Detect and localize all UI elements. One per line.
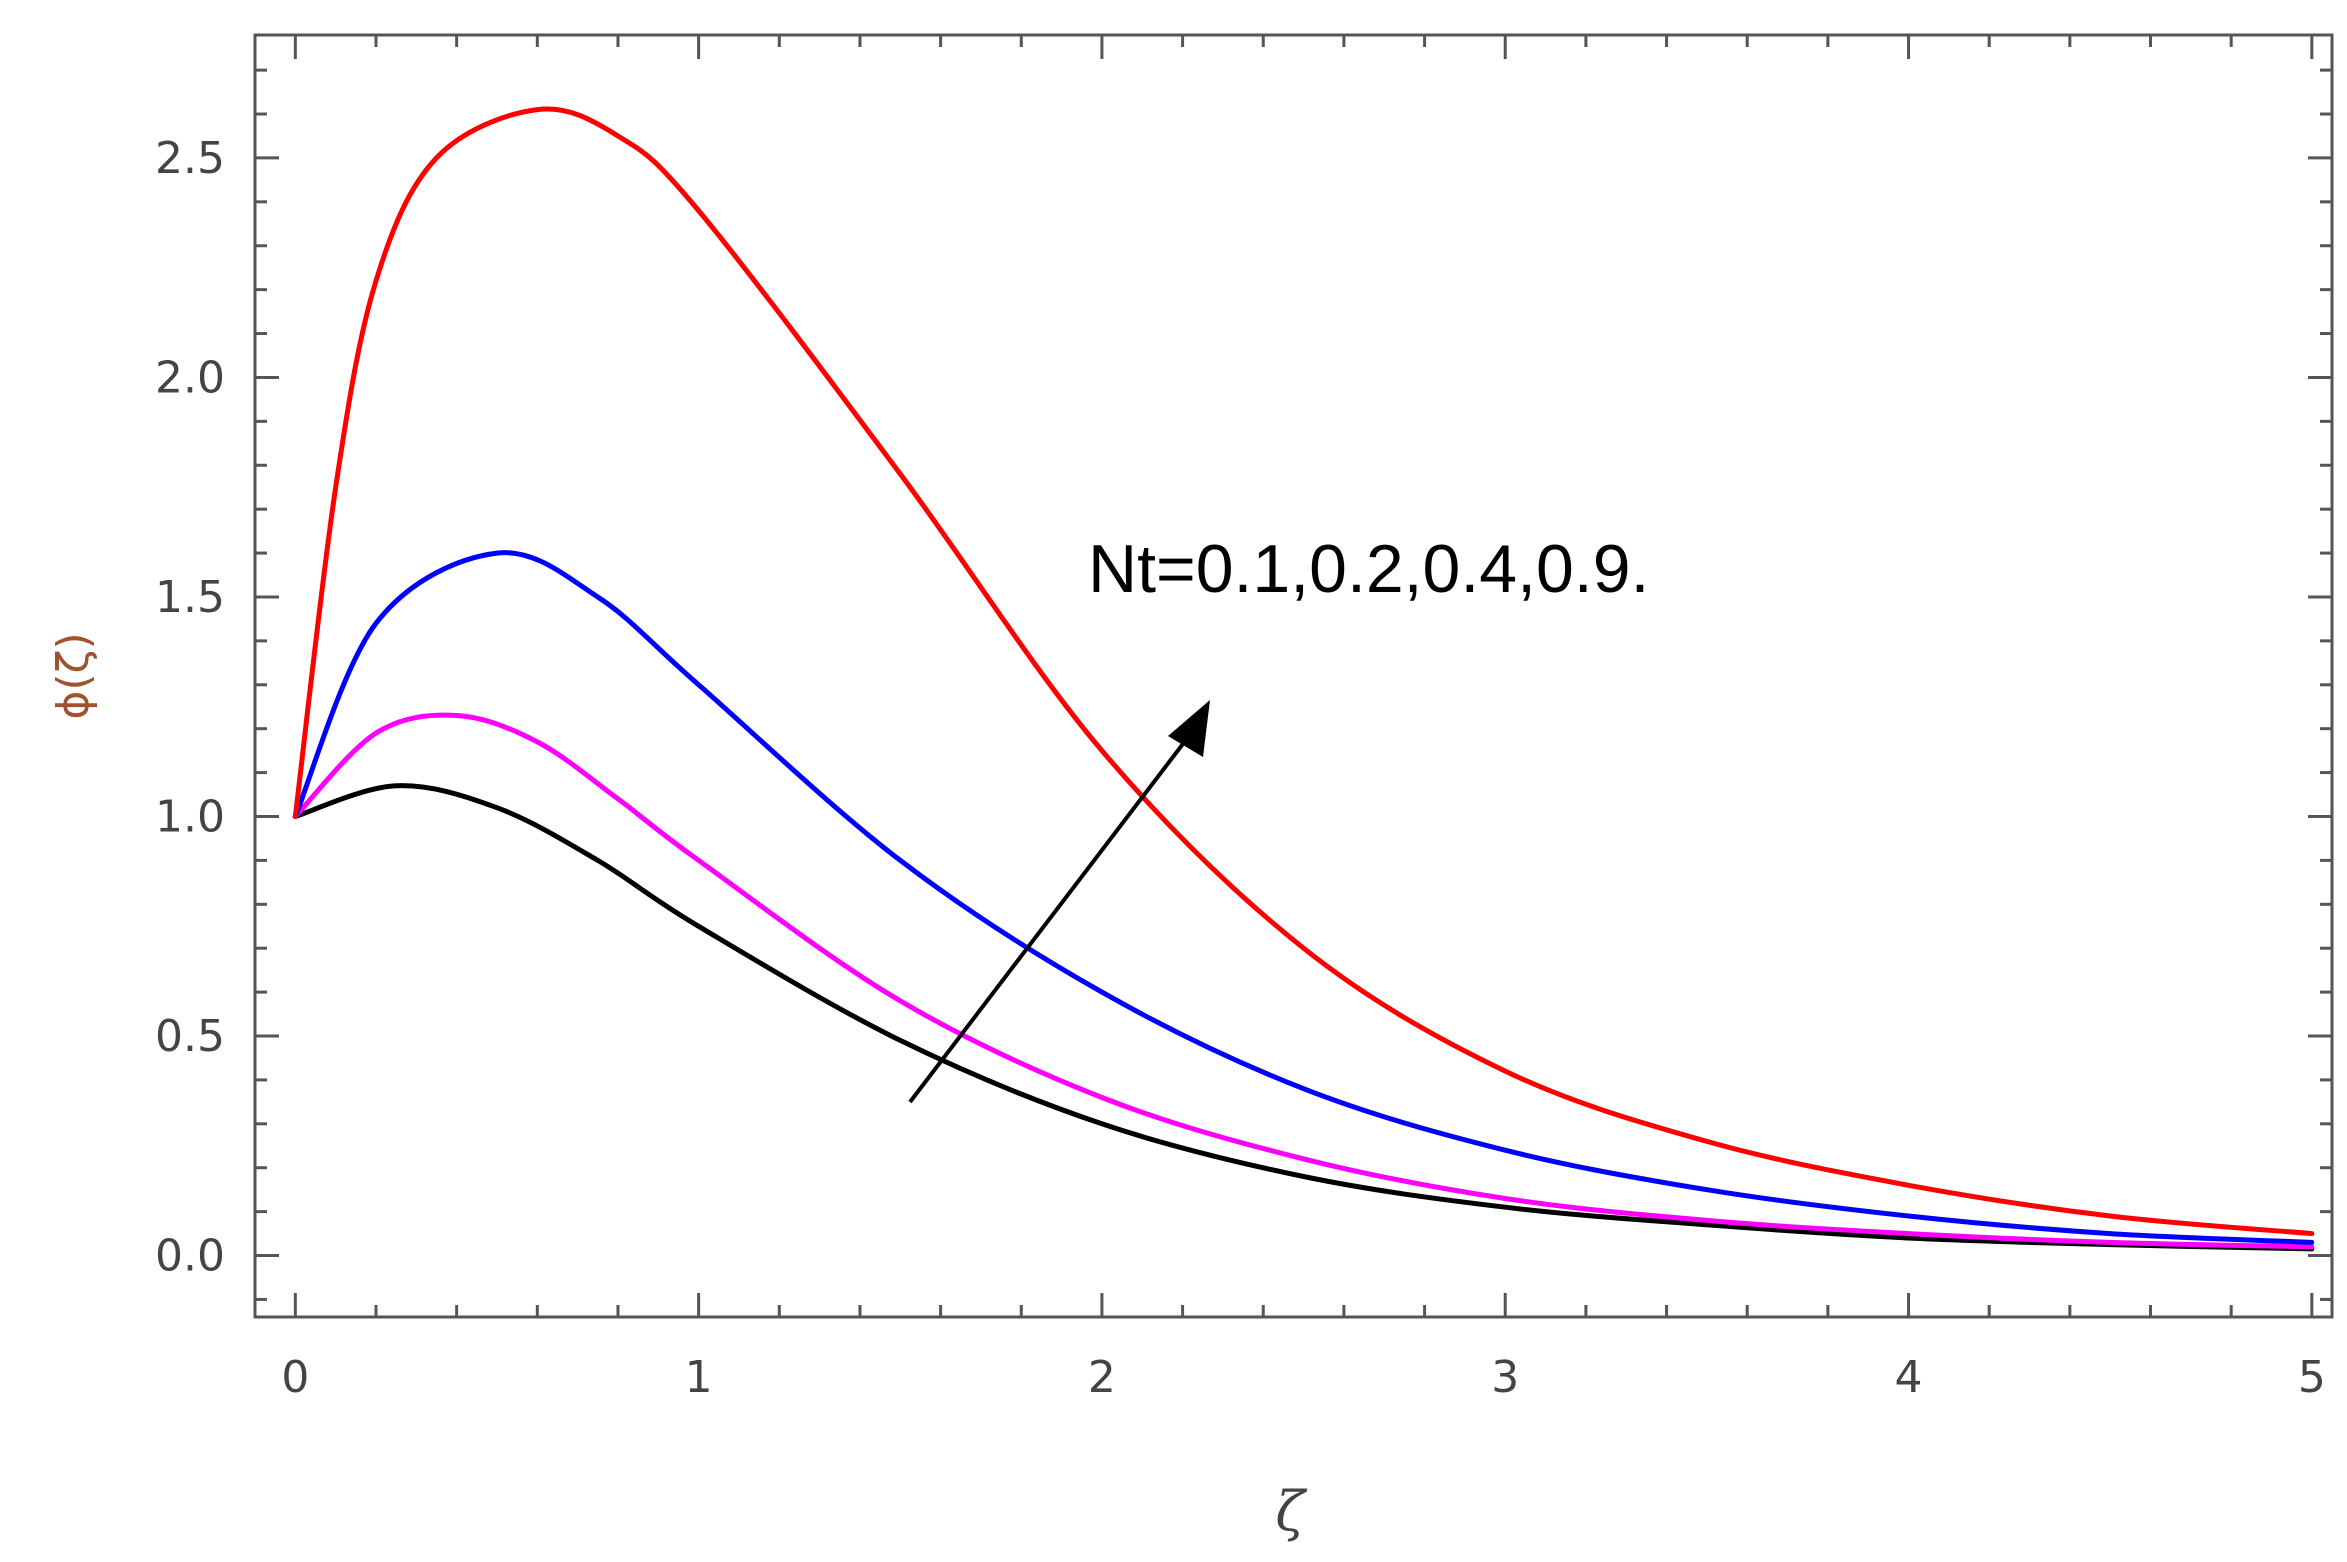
series-line-3 [292, 550, 2315, 1245]
series-line-1 [292, 783, 2315, 1252]
x-ticks [293, 35, 2314, 1317]
x-tick-label: 1 [685, 1352, 713, 1403]
y-tick-label: 1.0 [155, 791, 225, 842]
y-axis-title: ϕ(ζ) [48, 632, 99, 719]
y-tick-label: 0.0 [155, 1231, 225, 1282]
x-tick-label: 2 [1088, 1352, 1116, 1403]
x-tick-labels: 0 1 2 3 4 5 [281, 1352, 2326, 1403]
annotation-arrow [908, 700, 1210, 1104]
x-tick-label: 0 [281, 1352, 309, 1403]
y-ticks [255, 68, 2332, 1301]
x-tick-label: 4 [1895, 1352, 1923, 1403]
series-line-2 [292, 712, 2315, 1250]
x-tick-label: 5 [2298, 1352, 2326, 1403]
annotation-label: Nt=0.1,0.2,0.4,0.9. [1088, 531, 1649, 607]
series-group [292, 106, 2315, 1252]
y-tick-label: 2.5 [155, 133, 225, 184]
y-tick-label: 0.5 [155, 1011, 225, 1062]
series-line-4 [292, 106, 2315, 1237]
x-axis-title: ζ [1275, 1480, 1307, 1543]
plot-frame [253, 33, 2334, 1319]
y-tick-label: 1.5 [155, 572, 225, 623]
x-tick-label: 3 [1491, 1352, 1519, 1403]
y-tick-labels: 0.0 0.5 1.0 1.5 2.0 2.5 [155, 133, 225, 1282]
y-tick-label: 2.0 [155, 352, 225, 403]
